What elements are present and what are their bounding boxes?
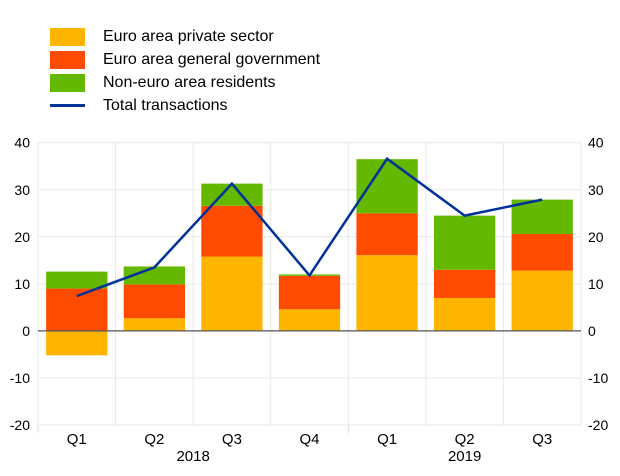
total-line — [76, 156, 543, 298]
legend-item-non-euro-residents: Non-euro area residents — [50, 71, 320, 94]
legend-item-general-government: Euro area general government — [50, 48, 320, 71]
bar-segment-non-euro-area-residents — [434, 215, 496, 270]
x-tick-label: Q2 — [144, 431, 164, 448]
y-tick-label-right: 30 — [588, 182, 604, 198]
bar-segment-euro-area-private-sector — [511, 270, 573, 331]
y-tick-label-left: 40 — [14, 135, 30, 151]
bar-segment-euro-area-general-government — [511, 233, 573, 271]
y-tick-label-left: 30 — [14, 182, 30, 198]
y-tick-label-left: -20 — [10, 417, 30, 433]
bar-segment-euro-area-private-sector — [46, 330, 108, 356]
bar-segment-euro-area-general-government — [201, 205, 263, 257]
y-tick-label-right: 10 — [588, 276, 604, 292]
bar-segment-non-euro-area-residents — [511, 199, 573, 234]
x-axis: Q1 Q2 Q3 Q4 Q1 Q2 Q3 2018 2019 — [37, 425, 552, 465]
x-tick-label: Q2 — [455, 431, 475, 448]
y-tick-label-right: -20 — [588, 417, 608, 433]
y-axis-left: -20 -10 0 10 20 30 40 — [10, 135, 30, 433]
y-tick-label-right: -10 — [588, 370, 608, 386]
legend-item-private-sector: Euro area private sector — [50, 25, 320, 48]
bar-segment-euro-area-private-sector — [356, 255, 418, 331]
legend-line-total-transactions — [50, 104, 85, 107]
legend: Euro area private sector Euro area gener… — [50, 25, 320, 117]
bar-segment-euro-area-general-government — [123, 284, 185, 319]
y-axis-right: -20 -10 0 10 20 30 40 — [588, 135, 608, 433]
y-tick-label-right: 20 — [588, 229, 604, 245]
bar-segment-euro-area-private-sector — [434, 297, 496, 331]
bar-segment-non-euro-area-residents — [123, 266, 185, 285]
y-tick-label-right: 40 — [588, 135, 604, 151]
legend-swatch-general-government — [50, 50, 85, 69]
y-tick-label-left: 20 — [14, 229, 30, 245]
bar-segment-euro-area-general-government — [434, 269, 496, 298]
bar-segment-euro-area-general-government — [356, 213, 418, 256]
bar-segment-euro-area-private-sector — [201, 256, 263, 331]
legend-label: Non-euro area residents — [103, 73, 276, 91]
bars — [46, 159, 573, 356]
x-year-label: 2019 — [448, 448, 481, 465]
y-tick-label-left: 0 — [22, 323, 30, 339]
bar-segment-non-euro-area-residents — [356, 159, 418, 214]
y-tick-label-left: 10 — [14, 276, 30, 292]
x-tick-label: Q4 — [299, 431, 319, 448]
x-year-label: 2018 — [176, 448, 209, 465]
bar-segment-euro-area-general-government — [278, 275, 341, 310]
x-tick-label: Q1 — [67, 431, 87, 448]
bar-segment-non-euro-area-residents — [201, 183, 263, 206]
legend-label: Euro area general government — [103, 50, 321, 68]
x-tick-label: Q1 — [377, 431, 397, 448]
x-tick-label: Q3 — [222, 431, 242, 448]
bar-segment-euro-area-private-sector — [278, 309, 341, 331]
bar-segment-non-euro-area-residents — [46, 271, 108, 289]
legend-label: Euro area private sector — [103, 27, 274, 45]
legend-swatch-private-sector — [50, 27, 85, 46]
x-tick-label: Q3 — [532, 431, 552, 448]
legend-item-total-transactions: Total transactions — [50, 94, 320, 117]
total-transactions-line — [76, 156, 543, 298]
legend-label: Total transactions — [103, 96, 228, 114]
legend-swatch-non-euro-residents — [50, 73, 85, 92]
bar-segment-euro-area-private-sector — [123, 318, 185, 331]
y-tick-label-left: -10 — [10, 370, 30, 386]
y-tick-label-right: 0 — [588, 323, 596, 339]
